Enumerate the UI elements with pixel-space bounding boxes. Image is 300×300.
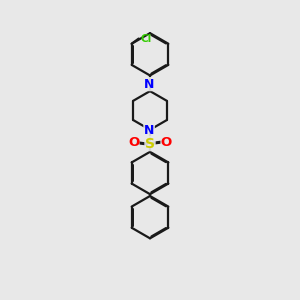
Text: N: N bbox=[144, 78, 154, 91]
Text: O: O bbox=[128, 136, 139, 149]
Text: O: O bbox=[161, 136, 172, 149]
Text: Cl: Cl bbox=[140, 34, 152, 44]
Text: S: S bbox=[145, 136, 155, 151]
Text: N: N bbox=[144, 124, 154, 137]
